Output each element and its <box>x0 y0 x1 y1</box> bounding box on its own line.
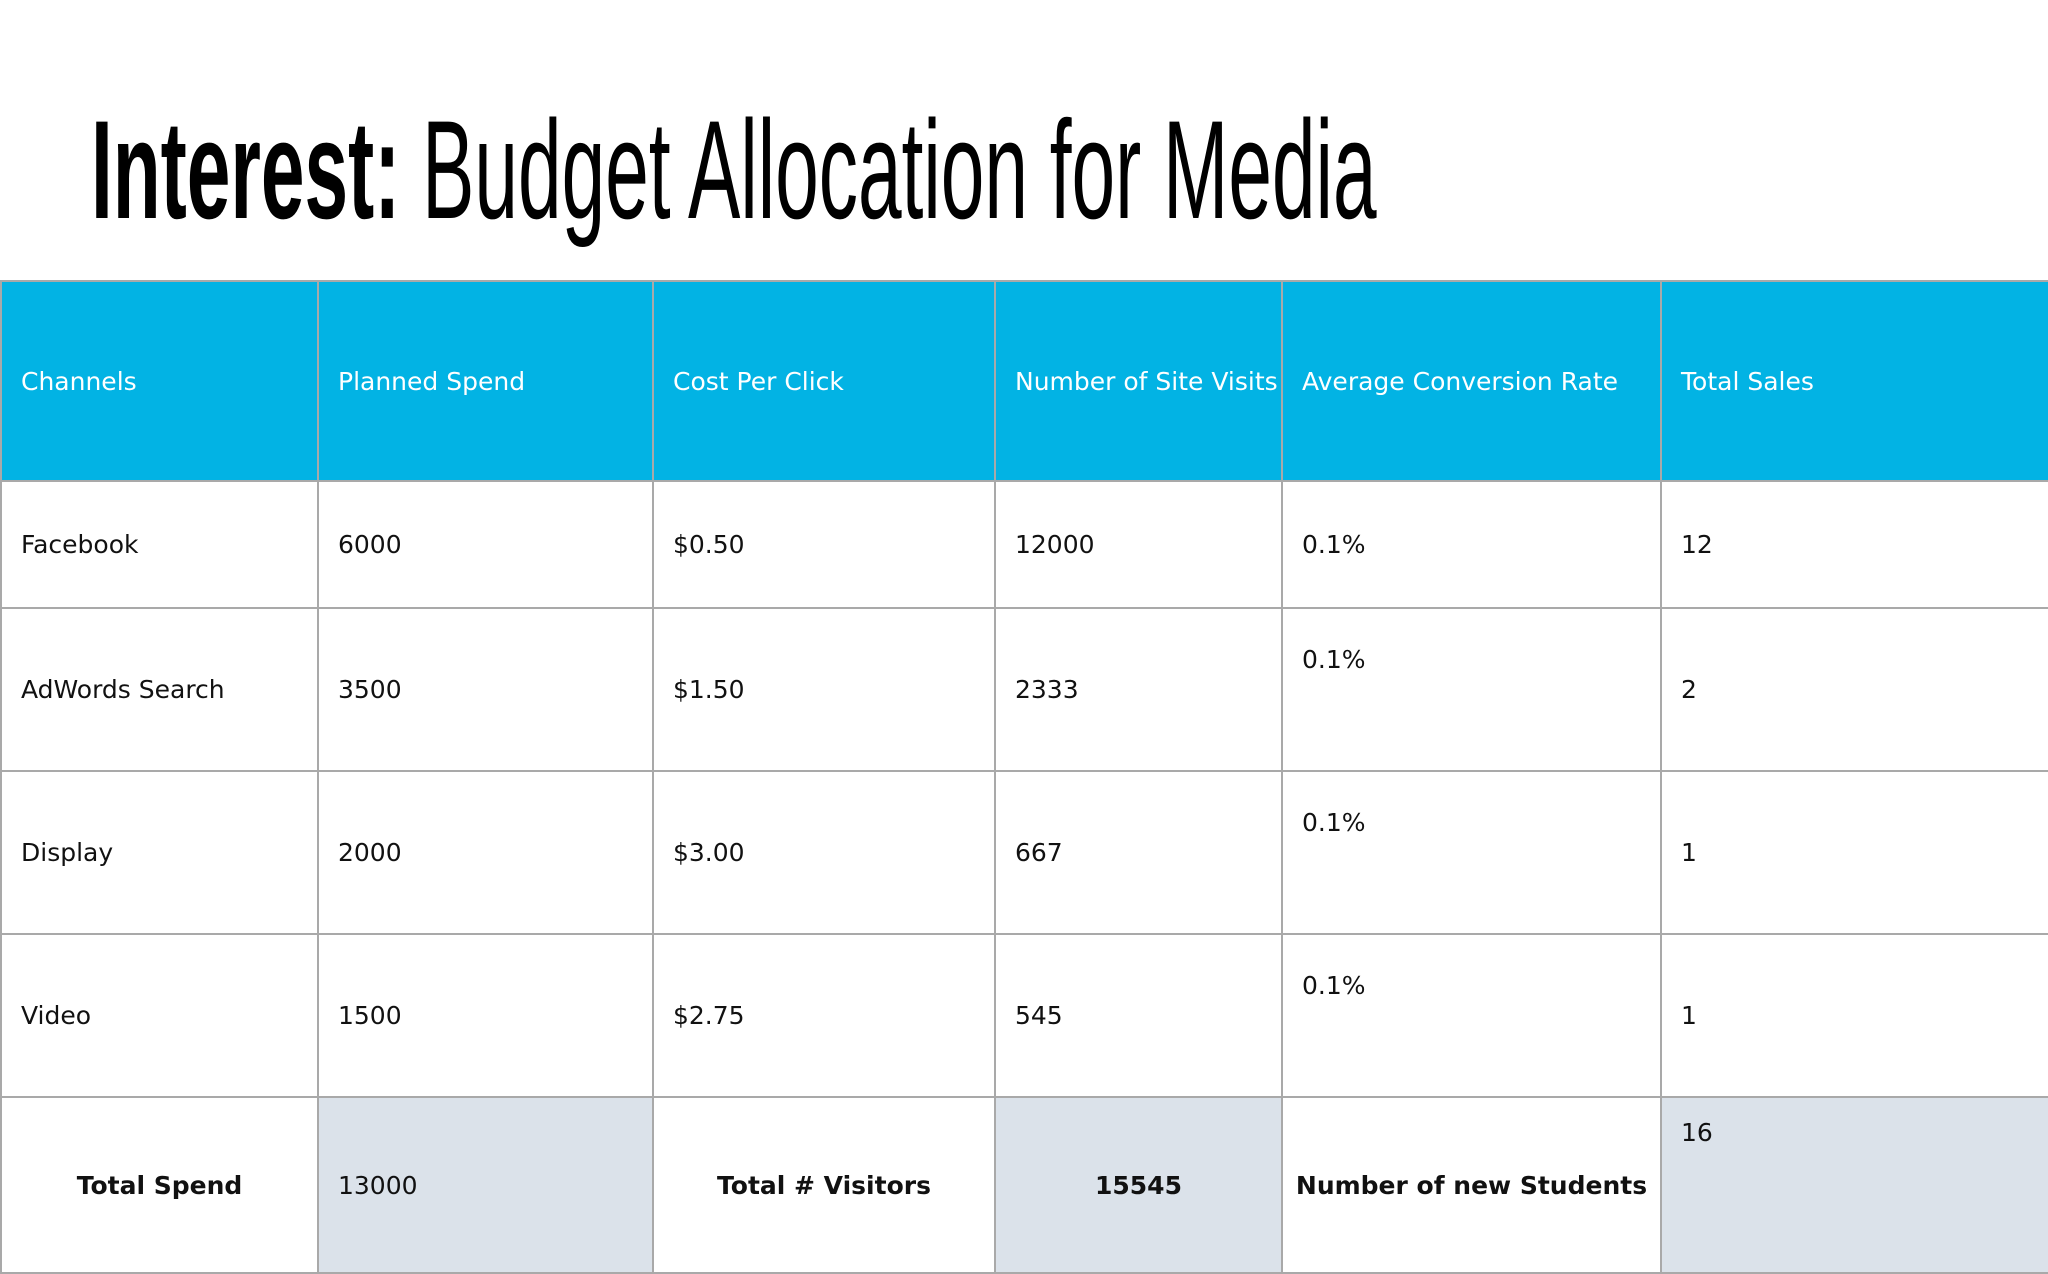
cell: 2333 <box>994 607 1283 772</box>
cell: 545 <box>994 933 1283 1098</box>
cell: Facebook <box>0 480 319 609</box>
cell: Video <box>0 933 319 1098</box>
cell: 0.1% <box>1281 480 1662 609</box>
cell: 2000 <box>317 770 654 935</box>
header-cell: Average Conversion Rate <box>1281 280 1662 482</box>
footer-cell: 16 <box>1660 1096 2048 1274</box>
cell: Display <box>0 770 319 935</box>
cell: $0.50 <box>652 480 996 609</box>
cell: 1500 <box>317 933 654 1098</box>
cell: 667 <box>994 770 1283 935</box>
header-cell: Channels <box>0 280 319 482</box>
cell: $2.75 <box>652 933 996 1098</box>
table-body: Channels Planned Spend Cost Per Click Numbe… <box>0 280 2048 1274</box>
data-row: AdWords Search 3500 $1.50 2333 0.1% 2 <box>0 607 2048 772</box>
data-row: Video 1500 $2.75 545 0.1% 1 <box>0 933 2048 1098</box>
cell: 0.1% <box>1281 933 1662 1098</box>
title-text: Budget Allocation for Media <box>422 91 1377 248</box>
title-emphasis: Interest: <box>91 91 401 248</box>
footer-cell: 13000 <box>317 1096 654 1274</box>
footer-cell: Total # Visitors <box>652 1096 996 1274</box>
cell: 1 <box>1660 770 2048 935</box>
header-cell: Cost Per Click <box>652 280 996 482</box>
slide: Interest: Budget Allocation for Media Ch… <box>0 94 2048 1274</box>
data-row: Facebook 6000 $0.50 12000 0.1% 12 <box>0 480 2048 609</box>
footer-cell: Number of new Students <box>1281 1096 1662 1274</box>
title: Interest: Budget Allocation for Media <box>91 95 1377 245</box>
cell: 0.1% <box>1281 770 1662 935</box>
footer-cell: 15545 <box>994 1096 1283 1274</box>
cell: 3500 <box>317 607 654 772</box>
cell: AdWords Search <box>0 607 319 772</box>
cell: 1 <box>1660 933 2048 1098</box>
header-row: Channels Planned Spend Cost Per Click Numbe… <box>0 280 2048 482</box>
header-cell: Planned Spend <box>317 280 654 482</box>
header-cell: Total Sales <box>1660 280 2048 482</box>
cell: 0.1% <box>1281 607 1662 772</box>
cell: 6000 <box>317 480 654 609</box>
header-cell: Number of Site Visits <box>994 280 1283 482</box>
cell: $3.00 <box>652 770 996 935</box>
footer-row: Total Spend 13000 Total # Visitors 15545 Num… <box>0 1096 2048 1274</box>
cell: 12000 <box>994 480 1283 609</box>
cell: 2 <box>1660 607 2048 772</box>
footer-cell: Total Spend <box>0 1096 319 1274</box>
data-row: Display 2000 $3.00 667 0.1% 1 <box>0 770 2048 935</box>
budget-table: Channels Planned Spend Cost Per Click Numbe… <box>0 280 2048 1274</box>
cell: $1.50 <box>652 607 996 772</box>
cell: 12 <box>1660 480 2048 609</box>
